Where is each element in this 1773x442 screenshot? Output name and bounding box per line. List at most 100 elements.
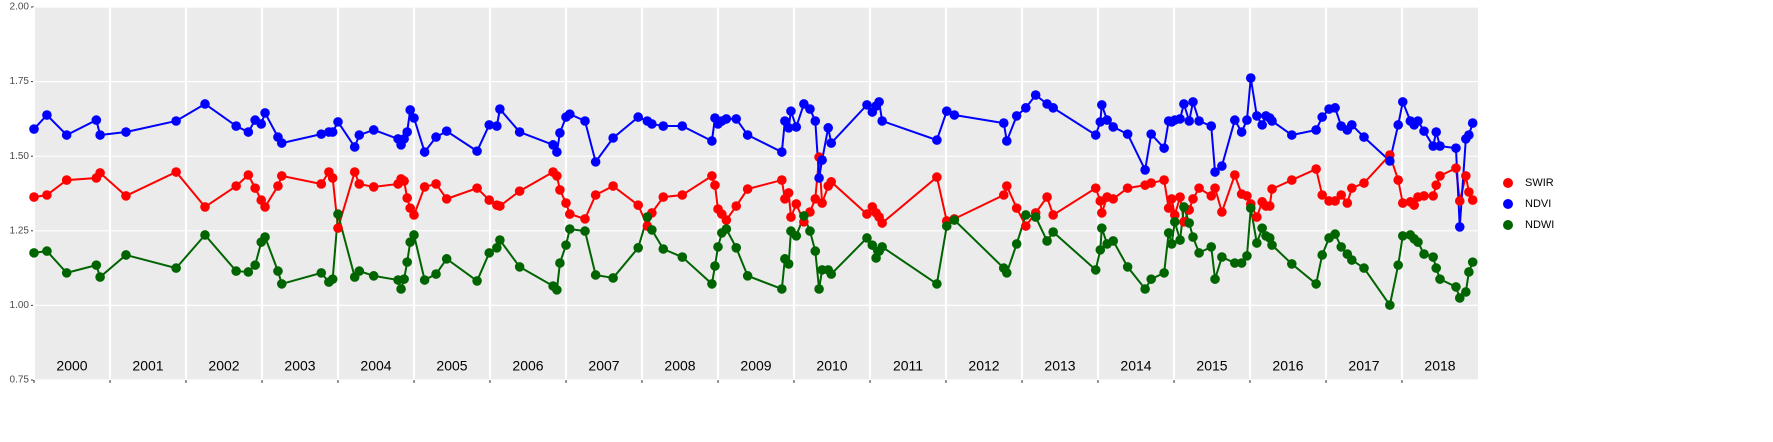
legend-swatch bbox=[1503, 220, 1513, 230]
data-point bbox=[1252, 238, 1262, 248]
x-tick-label: 2009 bbox=[740, 358, 771, 374]
data-point bbox=[95, 272, 105, 282]
data-point bbox=[552, 147, 562, 157]
data-point bbox=[260, 202, 270, 212]
data-point bbox=[1359, 263, 1369, 273]
data-point bbox=[1002, 268, 1012, 278]
data-point bbox=[260, 232, 270, 242]
data-point bbox=[171, 263, 181, 273]
data-point bbox=[409, 210, 419, 220]
data-point bbox=[867, 240, 878, 250]
x-tick-label: 2003 bbox=[284, 358, 315, 374]
data-point bbox=[1236, 127, 1247, 137]
data-point bbox=[409, 113, 419, 123]
data-point bbox=[1108, 194, 1118, 204]
legend-label: SWIR bbox=[1525, 177, 1554, 189]
data-point bbox=[998, 190, 1009, 200]
data-point bbox=[1435, 141, 1445, 151]
data-point bbox=[817, 155, 827, 165]
data-point bbox=[1385, 156, 1395, 166]
data-point bbox=[1413, 237, 1423, 247]
data-point bbox=[42, 110, 52, 120]
data-point bbox=[580, 214, 590, 224]
data-point bbox=[1230, 258, 1240, 268]
data-point bbox=[783, 123, 794, 133]
data-point bbox=[1385, 300, 1395, 310]
data-point bbox=[243, 170, 254, 180]
x-tick-label: 2008 bbox=[664, 358, 695, 374]
data-point bbox=[1030, 212, 1041, 222]
data-point bbox=[402, 257, 412, 267]
data-point bbox=[647, 225, 657, 235]
data-point bbox=[941, 221, 952, 231]
data-point bbox=[492, 243, 502, 253]
data-point bbox=[1217, 161, 1227, 171]
data-point bbox=[590, 270, 601, 280]
data-point bbox=[1188, 232, 1198, 242]
data-point bbox=[1435, 171, 1445, 181]
data-point bbox=[1159, 268, 1169, 278]
data-point bbox=[1095, 245, 1106, 255]
data-point bbox=[555, 128, 565, 138]
data-point bbox=[633, 243, 643, 253]
data-point bbox=[1393, 260, 1403, 270]
data-point bbox=[814, 173, 824, 183]
data-point bbox=[431, 179, 441, 189]
data-point bbox=[1419, 191, 1429, 201]
data-point bbox=[1011, 239, 1022, 249]
data-point bbox=[1435, 274, 1445, 284]
y-tick-label: 1.75 bbox=[10, 76, 30, 87]
data-point bbox=[799, 211, 809, 221]
data-point bbox=[826, 177, 837, 187]
data-point bbox=[1342, 198, 1353, 208]
data-point bbox=[250, 183, 260, 193]
data-point bbox=[1210, 183, 1220, 193]
data-point bbox=[1467, 195, 1478, 205]
panel bbox=[34, 7, 1478, 380]
data-point bbox=[786, 106, 796, 116]
data-point bbox=[1097, 223, 1107, 233]
data-point bbox=[91, 260, 102, 270]
data-point bbox=[658, 121, 669, 131]
data-point bbox=[1464, 130, 1474, 140]
data-point bbox=[658, 192, 669, 202]
data-point bbox=[354, 266, 365, 276]
data-point bbox=[647, 119, 657, 129]
data-point bbox=[431, 132, 441, 142]
data-point bbox=[1245, 203, 1256, 213]
data-point bbox=[1102, 115, 1112, 125]
data-point bbox=[419, 147, 430, 157]
data-point bbox=[1413, 116, 1423, 126]
data-point bbox=[441, 254, 452, 264]
data-point bbox=[1108, 122, 1118, 132]
data-point bbox=[396, 284, 406, 294]
data-point bbox=[1122, 262, 1133, 272]
data-point bbox=[349, 167, 360, 177]
data-point bbox=[1419, 126, 1429, 136]
x-tick-label: 2017 bbox=[1348, 358, 1379, 374]
x-tick-label: 2013 bbox=[1044, 358, 1075, 374]
data-point bbox=[399, 176, 409, 186]
data-point bbox=[1330, 196, 1340, 206]
data-point bbox=[1021, 210, 1031, 220]
data-point bbox=[877, 218, 887, 228]
data-point bbox=[514, 262, 525, 272]
data-point bbox=[791, 231, 802, 241]
data-point bbox=[1287, 175, 1297, 185]
data-point bbox=[710, 261, 720, 271]
data-point bbox=[817, 198, 827, 208]
data-point bbox=[1163, 203, 1174, 213]
x-tick-label: 2018 bbox=[1424, 358, 1455, 374]
data-point bbox=[1454, 196, 1465, 206]
data-point bbox=[1210, 274, 1220, 284]
data-point bbox=[877, 116, 887, 126]
x-tick-label: 2001 bbox=[132, 358, 163, 374]
x-tick-label: 2016 bbox=[1272, 358, 1303, 374]
data-point bbox=[877, 242, 887, 252]
data-point bbox=[1097, 208, 1107, 218]
x-tick-label: 2010 bbox=[816, 358, 847, 374]
data-point bbox=[95, 168, 105, 178]
data-point bbox=[1163, 228, 1174, 238]
data-point bbox=[658, 244, 669, 254]
